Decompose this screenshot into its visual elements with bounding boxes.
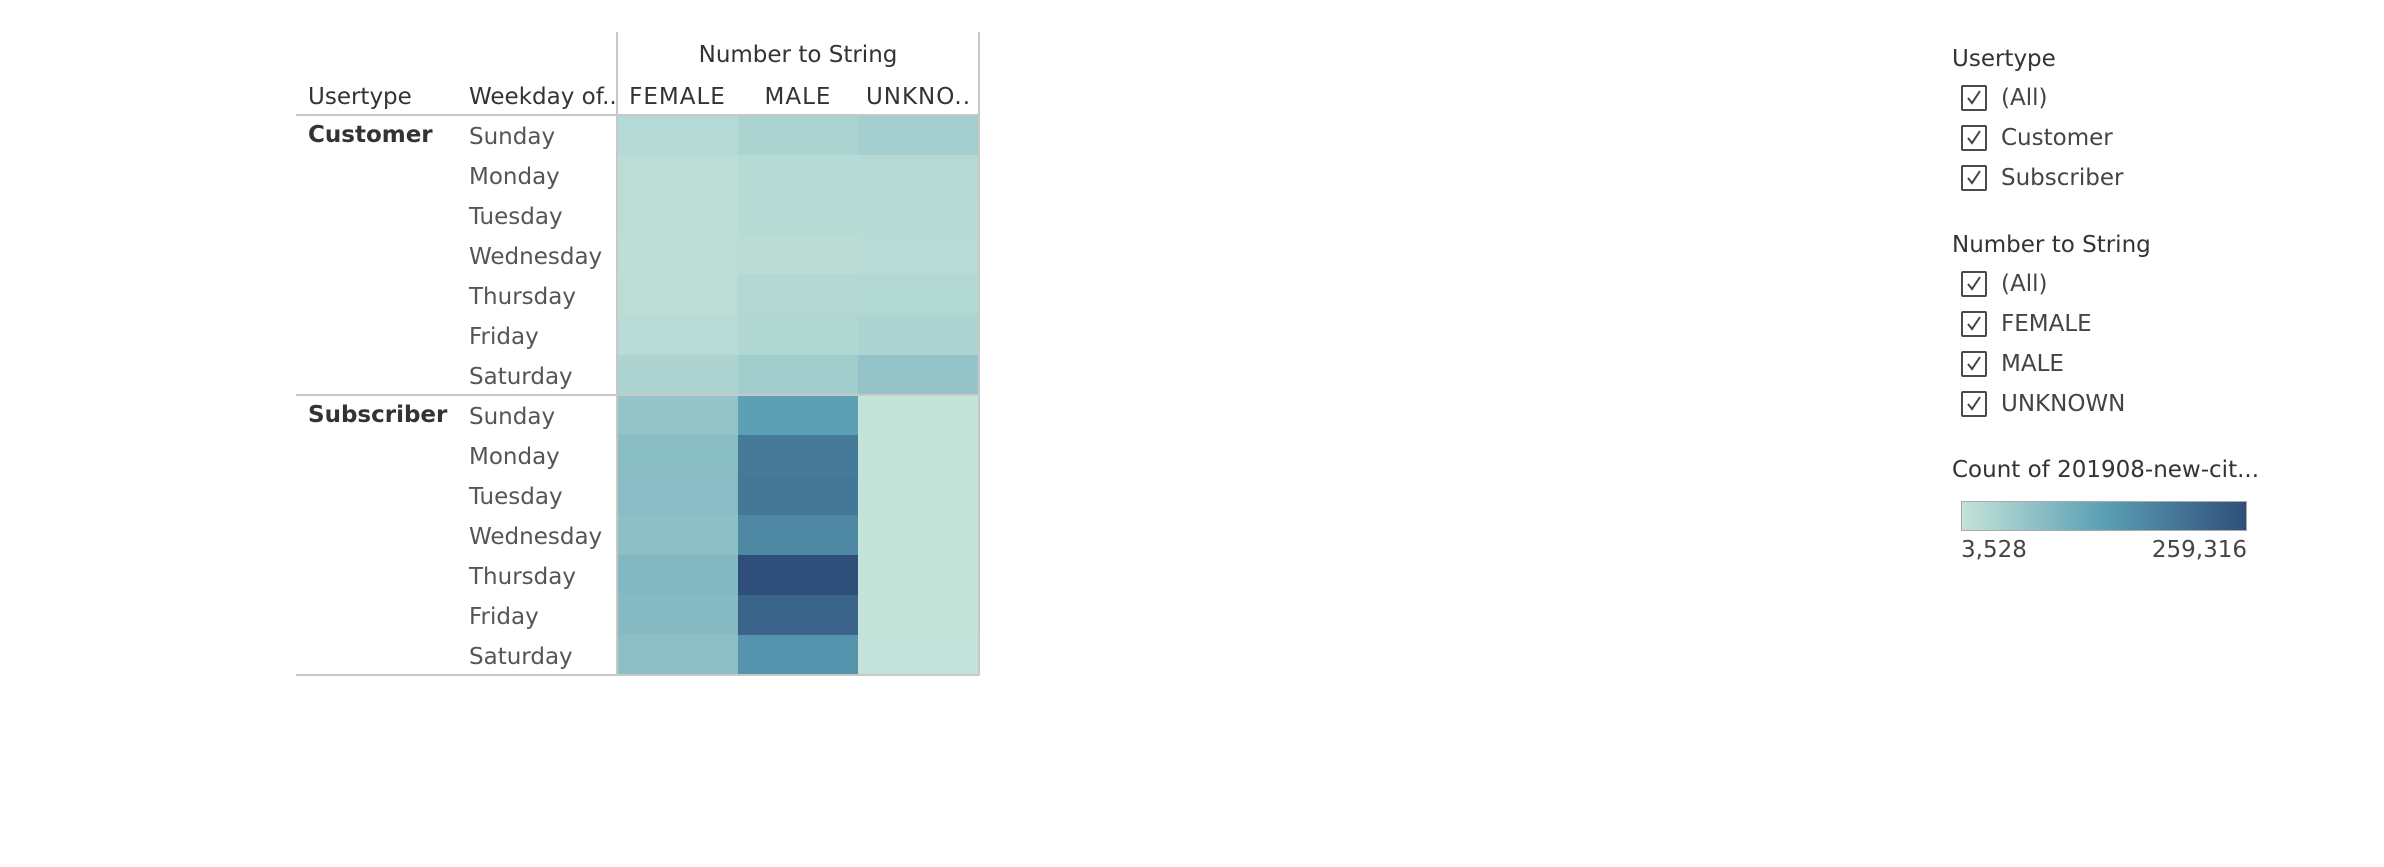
heatmap-cell: [738, 515, 858, 555]
heatmap-cell: [738, 595, 858, 635]
gender-option-label: MALE: [2001, 351, 2064, 377]
heatmap-cell: [738, 195, 858, 235]
heatmap-cell: [617, 195, 738, 235]
weekday-label: Wednesday: [469, 524, 602, 550]
heatmap-cell: [858, 195, 979, 235]
checkbox-checked-icon[interactable]: [1961, 391, 1987, 417]
gender-option-male[interactable]: MALE: [1952, 344, 2151, 384]
heatmap-cell: [617, 475, 738, 515]
gender-option-label: UNKNOWN: [2001, 391, 2126, 417]
heatmap-cell: [858, 555, 979, 595]
usertype-filter-title: Usertype: [1952, 46, 2056, 72]
heatmap-cell: [617, 315, 738, 355]
heatmap-cell: [858, 115, 979, 155]
heatmap-cell: [738, 435, 858, 475]
heatmap-cell: [858, 355, 979, 395]
checkbox-checked-icon[interactable]: [1961, 165, 1987, 191]
usertype-label: Subscriber: [308, 402, 448, 428]
usertype-option-label: Customer: [2001, 125, 2113, 151]
row-header-usertype: Usertype: [308, 84, 412, 110]
weekday-label: Sunday: [469, 124, 555, 150]
heatmap-cell: [858, 155, 979, 195]
weekday-label: Monday: [469, 164, 560, 190]
heatmap-cell: [617, 115, 738, 155]
color-legend-min: 3,528: [1961, 537, 2027, 563]
checkbox-checked-icon[interactable]: [1961, 85, 1987, 111]
heatmap-cell: [858, 595, 979, 635]
heatmap-cell: [617, 155, 738, 195]
heatmap-cell: [858, 395, 979, 435]
heatmap-cell: [738, 155, 858, 195]
weekday-label: Monday: [469, 444, 560, 470]
heatmap-cell: [858, 275, 979, 315]
heatmap-cell: [617, 515, 738, 555]
heatmap-cell: [617, 395, 738, 435]
checkbox-checked-icon[interactable]: [1961, 271, 1987, 297]
heatmap-cell: [738, 315, 858, 355]
color-legend-title: Count of 201908-new-cit...: [1952, 457, 2260, 483]
heatmap-cell: [738, 635, 858, 675]
usertype-option-label: Subscriber: [2001, 165, 2124, 191]
weekday-label: Wednesday: [469, 244, 602, 270]
heatmap-cell: [738, 275, 858, 315]
weekday-label: Friday: [469, 604, 539, 630]
weekday-label: Saturday: [469, 364, 573, 390]
heatmap-cell: [617, 635, 738, 675]
checkbox-checked-icon[interactable]: [1961, 311, 1987, 337]
heatmap-cell: [858, 475, 979, 515]
checkbox-checked-icon[interactable]: [1961, 125, 1987, 151]
heatmap-cell: [738, 475, 858, 515]
weekday-label: Saturday: [469, 644, 573, 670]
checkbox-checked-icon[interactable]: [1961, 351, 1987, 377]
column-group-title: Number to String: [699, 42, 898, 68]
heatmap-cell: [858, 435, 979, 475]
weekday-label: Friday: [469, 324, 539, 350]
color-legend-max: 259,316: [2151, 537, 2247, 563]
usertype-label: Customer: [308, 122, 433, 148]
heatmap-cell: [617, 355, 738, 395]
heatmap-cell: [858, 235, 979, 275]
gender-option-label: FEMALE: [2001, 311, 2092, 337]
weekday-label: Tuesday: [468, 204, 563, 230]
column-header: FEMALE: [629, 84, 726, 110]
gender-filter: Number to String (All) FEMALE MALE UNKNO…: [1952, 230, 2151, 424]
weekday-label: Thursday: [468, 564, 576, 590]
heatmap-cell: [617, 595, 738, 635]
heatmap-cell: [858, 515, 979, 555]
usertype-option-subscriber[interactable]: Subscriber: [1952, 158, 2123, 198]
heatmap-cell: [738, 555, 858, 595]
usertype-option-all[interactable]: (All): [1952, 78, 2123, 118]
heatmap-cell: [617, 435, 738, 475]
weekday-label: Sunday: [469, 404, 555, 430]
gender-option-female[interactable]: FEMALE: [1952, 304, 2151, 344]
gender-option-all[interactable]: (All): [1952, 264, 2151, 304]
heatmap-cell: [617, 235, 738, 275]
heatmap-cell: [738, 355, 858, 395]
usertype-filter: Usertype (All) Customer Subscriber: [1952, 44, 2123, 198]
heatmap-cell: [617, 275, 738, 315]
weekday-label: Tuesday: [468, 484, 563, 510]
column-header: UNKNO..: [866, 84, 971, 110]
weekday-label: Thursday: [468, 284, 576, 310]
usertype-option-customer[interactable]: Customer: [1952, 118, 2123, 158]
heatmap-cell: [617, 555, 738, 595]
heatmap-cell: [738, 395, 858, 435]
column-header: MALE: [765, 84, 832, 110]
gender-filter-title: Number to String: [1952, 232, 2151, 258]
heatmap-cell: [738, 235, 858, 275]
gender-option-unknown[interactable]: UNKNOWN: [1952, 384, 2151, 424]
heatmap-cell: [858, 635, 979, 675]
row-header-weekday: Weekday of..: [469, 84, 617, 110]
gender-option-label: (All): [2001, 271, 2048, 297]
usertype-option-label: (All): [2001, 85, 2048, 111]
color-legend-bar: [1961, 501, 2247, 531]
heatmap-cell: [738, 115, 858, 155]
heatmap-cell: [858, 315, 979, 355]
